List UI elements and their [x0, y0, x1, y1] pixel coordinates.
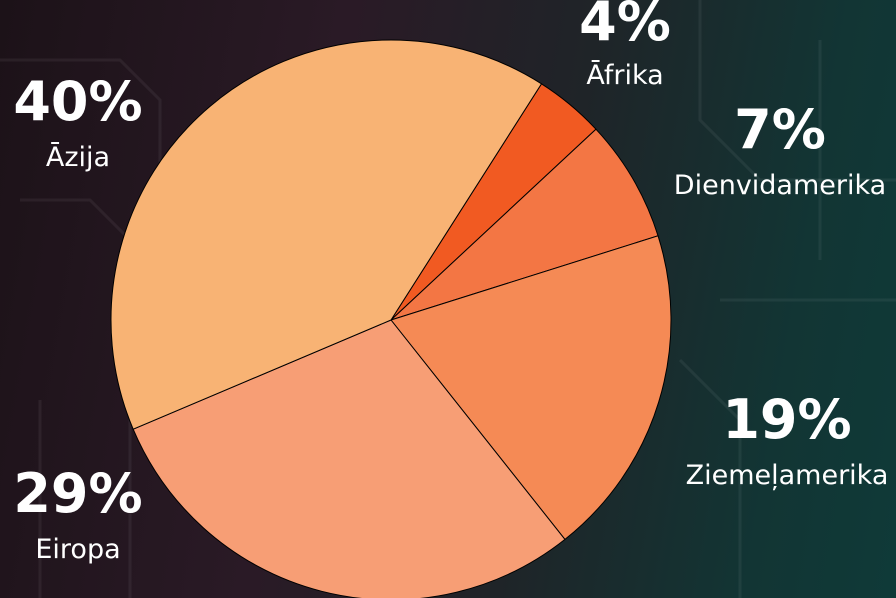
slice-value-label: 19% [722, 388, 851, 451]
slice-value-label: 4% [579, 0, 671, 53]
page: 4% Āfrika 7% Dienvidamerika 19% Ziemeļamerika… [0, 0, 896, 598]
slice-value-label: 7% [734, 98, 826, 161]
slice-category-label: Āzija [46, 142, 110, 173]
slice-category-label: Dienvidamerika [674, 170, 886, 201]
slice-value-label: 29% [13, 462, 142, 525]
slice-category-label: Eiropa [35, 534, 120, 565]
slice-category-label: Āfrika [586, 60, 663, 91]
slice-value-label: 40% [13, 70, 142, 133]
slice-category-label: Ziemeļamerika [686, 460, 889, 491]
chart: 4% Āfrika 7% Dienvidamerika 19% Ziemeļamerika… [0, 0, 896, 598]
